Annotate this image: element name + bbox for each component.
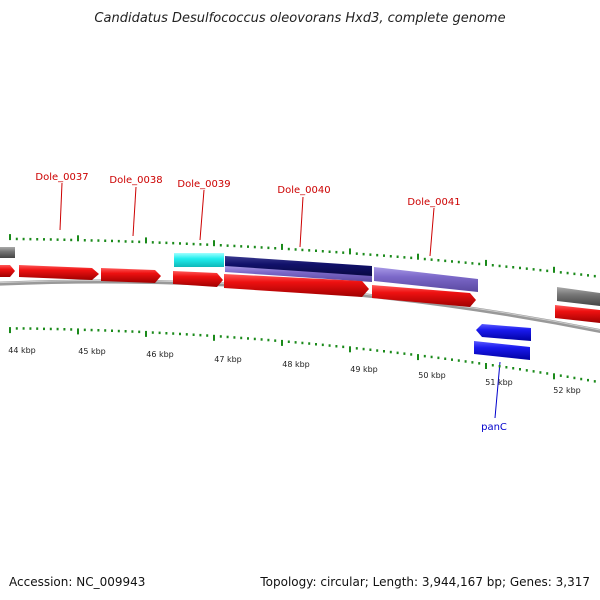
- scale-label-46: 46 kbp: [146, 350, 174, 359]
- cds-arrow-left-partial[interactable]: [0, 265, 15, 277]
- genome-summary-text: Topology: circular; Length: 3,944,167 bp…: [259, 575, 590, 589]
- scale-label-52: 52 kbp: [553, 386, 581, 395]
- cds-arrow-right-partial[interactable]: [555, 305, 600, 323]
- feature-gray-right[interactable]: [557, 287, 600, 306]
- feature-gray-left[interactable]: [0, 247, 15, 258]
- scale-label-51: 51 kbp: [485, 378, 513, 387]
- map-title: Candidatus Desulfococcus oleovorans Hxd3…: [94, 11, 505, 26]
- scale-label-45: 45 kbp: [78, 347, 106, 356]
- label-panC[interactable]: panC: [481, 422, 507, 433]
- scale-label-50: 50 kbp: [418, 371, 446, 380]
- label-dole-0041[interactable]: Dole_0041: [407, 197, 460, 208]
- cds-arrow-reverse-upper[interactable]: [476, 324, 531, 341]
- leader-0041: [430, 208, 434, 256]
- accession-text: Accession: NC_009943: [9, 575, 145, 589]
- feature-cyan[interactable]: [174, 253, 224, 267]
- scale-label-44: 44 kbp: [8, 346, 36, 355]
- scale-label-47: 47 kbp: [214, 355, 242, 364]
- scale-label-48: 48 kbp: [282, 360, 310, 369]
- label-dole-0039[interactable]: Dole_0039: [177, 179, 230, 190]
- cds-arrow-0037[interactable]: [19, 265, 99, 280]
- leader-panC: [495, 362, 500, 418]
- label-dole-0040[interactable]: Dole_0040: [277, 185, 330, 196]
- cds-arrow-0038[interactable]: [101, 268, 161, 283]
- leader-0039: [200, 190, 204, 240]
- scale-label-49: 49 kbp: [350, 365, 378, 374]
- leader-0038: [133, 187, 136, 236]
- cds-reverse: [474, 324, 531, 360]
- label-dole-0037[interactable]: Dole_0037: [35, 172, 88, 183]
- label-dole-0038[interactable]: Dole_0038: [109, 175, 162, 186]
- cds-arrow-panC[interactable]: [474, 341, 530, 360]
- leader-0037: [60, 183, 62, 230]
- leader-0040: [300, 197, 303, 247]
